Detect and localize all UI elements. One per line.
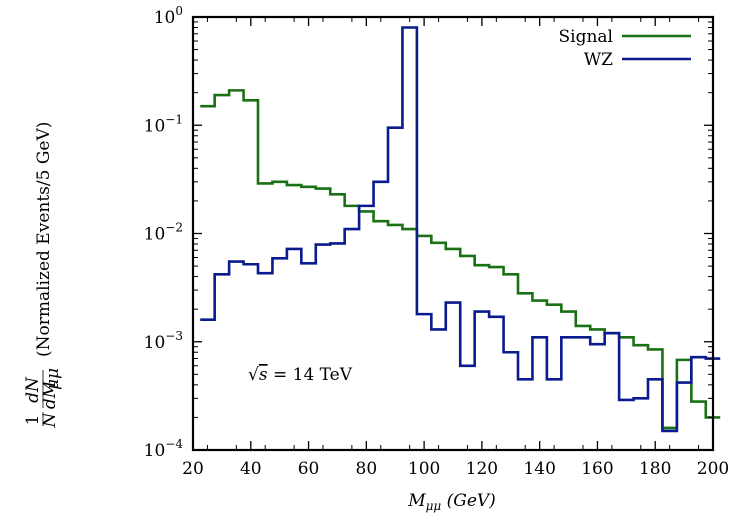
x-tick-label: 80: [356, 459, 378, 479]
y-tick-exponent: −1: [165, 112, 183, 126]
series-layer: [200, 26, 721, 433]
series-signal: [200, 89, 721, 430]
y-label-frac2-den: dM: [40, 380, 60, 409]
series-line: [200, 89, 721, 430]
y-tick-exponent: −2: [165, 221, 183, 235]
plot-frame-layer: [191, 15, 715, 452]
series-line: [200, 26, 721, 433]
x-tick-label: 160: [581, 459, 613, 479]
x-tick-label: 100: [408, 459, 440, 479]
series-wz: [200, 26, 721, 433]
x-tick-label: 120: [466, 459, 498, 479]
x-axis-label-unit: (GeV): [441, 491, 496, 511]
y-label-frac1-num: 1: [23, 415, 43, 426]
y-tick-exponent: −4: [165, 437, 183, 451]
y-tick-base: 10: [154, 8, 176, 28]
x-tick-label: 40: [240, 459, 262, 479]
y-label-text: (Normalized Events/5 GeV): [34, 122, 54, 357]
y-tick-label: 10−2: [144, 221, 183, 245]
y-tick-base: 10: [144, 441, 166, 461]
y-label-frac2-num: dN: [23, 376, 43, 403]
legend-label: Signal: [559, 27, 614, 47]
y-tick-label: 10−4: [144, 437, 184, 461]
y-tick-base: 10: [144, 333, 166, 353]
label-layer: 20 40 60 80 100 120 140 160 180 20010010−110−210−…: [23, 4, 729, 513]
x-axis-label: Mμμ (GeV): [407, 491, 496, 513]
y-label-frac2-den-sub: μμ: [43, 368, 63, 390]
plot-frame: [191, 15, 715, 452]
y-tick-label: 10−3: [144, 329, 183, 353]
annotation-radical: √: [248, 365, 259, 385]
energy-annotation: √s = 14 TeV: [248, 365, 353, 385]
y-tick-label: 100: [154, 4, 183, 28]
x-tick-label: 180: [639, 459, 671, 479]
y-tick-exponent: 0: [175, 4, 183, 18]
x-axis-label-main: M: [407, 491, 426, 511]
x-tick-label: 200: [697, 459, 729, 479]
annotation-value: = 14 TeV: [268, 365, 353, 385]
y-tick-base: 10: [144, 225, 166, 245]
y-tick-label: 10−1: [144, 112, 183, 136]
y-tick-exponent: −3: [165, 329, 183, 343]
x-tick-label: 20: [182, 459, 204, 479]
x-tick-label: 140: [523, 459, 555, 479]
y-tick-base: 10: [144, 116, 166, 136]
legend-label: WZ: [584, 50, 613, 70]
x-tick-label: 60: [298, 459, 320, 479]
x-axis-label-subscript: μμ: [426, 499, 442, 513]
y-label-frac1-den: N: [40, 411, 60, 428]
annotation-variable: s: [259, 365, 268, 385]
tick-layer: [192, 16, 714, 451]
